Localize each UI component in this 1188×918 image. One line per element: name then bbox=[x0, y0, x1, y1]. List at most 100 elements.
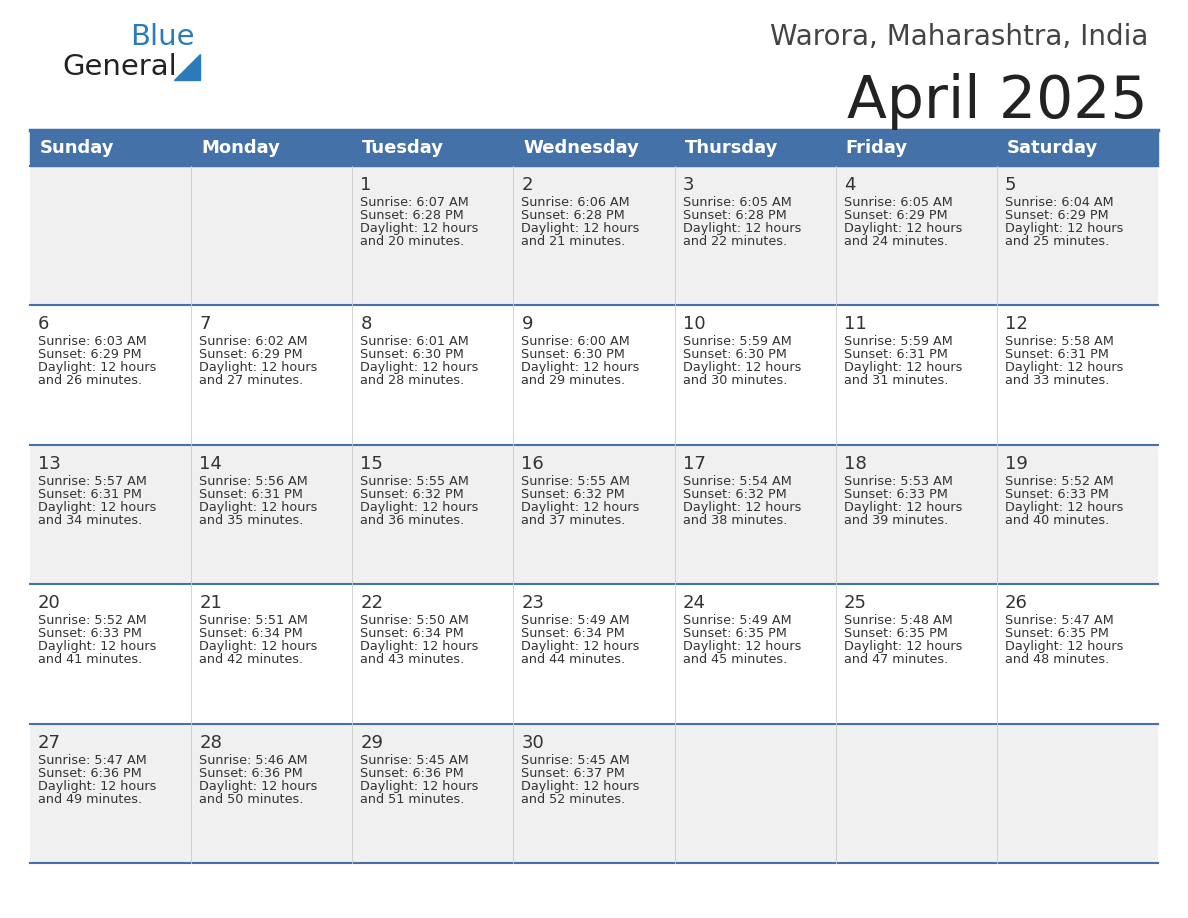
Text: Sunset: 6:34 PM: Sunset: 6:34 PM bbox=[522, 627, 625, 640]
Text: Daylight: 12 hours: Daylight: 12 hours bbox=[522, 501, 640, 514]
Text: and 44 minutes.: and 44 minutes. bbox=[522, 654, 626, 666]
Text: Sunset: 6:28 PM: Sunset: 6:28 PM bbox=[360, 209, 465, 222]
Text: Sunrise: 5:47 AM: Sunrise: 5:47 AM bbox=[1005, 614, 1113, 627]
Text: Warora, Maharashtra, India: Warora, Maharashtra, India bbox=[770, 23, 1148, 51]
Text: April 2025: April 2025 bbox=[847, 73, 1148, 130]
Text: Daylight: 12 hours: Daylight: 12 hours bbox=[1005, 501, 1123, 514]
Text: Daylight: 12 hours: Daylight: 12 hours bbox=[360, 222, 479, 235]
Text: Sunset: 6:31 PM: Sunset: 6:31 PM bbox=[1005, 349, 1108, 362]
Text: 23: 23 bbox=[522, 594, 544, 612]
Text: Sunset: 6:32 PM: Sunset: 6:32 PM bbox=[360, 487, 465, 501]
Bar bbox=[30, 723, 1158, 863]
Text: Sunrise: 6:01 AM: Sunrise: 6:01 AM bbox=[360, 335, 469, 349]
Text: General: General bbox=[62, 53, 177, 81]
Text: and 37 minutes.: and 37 minutes. bbox=[522, 514, 626, 527]
Bar bbox=[30, 584, 1158, 723]
Text: Daylight: 12 hours: Daylight: 12 hours bbox=[200, 779, 317, 792]
Text: and 20 minutes.: and 20 minutes. bbox=[360, 235, 465, 248]
Text: Sunrise: 6:04 AM: Sunrise: 6:04 AM bbox=[1005, 196, 1113, 209]
Text: Sunrise: 5:45 AM: Sunrise: 5:45 AM bbox=[522, 754, 630, 767]
Text: Daylight: 12 hours: Daylight: 12 hours bbox=[522, 362, 640, 375]
Text: 6: 6 bbox=[38, 316, 50, 333]
Text: and 52 minutes.: and 52 minutes. bbox=[522, 792, 626, 806]
Text: and 21 minutes.: and 21 minutes. bbox=[522, 235, 626, 248]
Text: Sunrise: 5:48 AM: Sunrise: 5:48 AM bbox=[843, 614, 953, 627]
Text: Sunrise: 5:51 AM: Sunrise: 5:51 AM bbox=[200, 614, 308, 627]
Text: Daylight: 12 hours: Daylight: 12 hours bbox=[843, 222, 962, 235]
Text: 18: 18 bbox=[843, 454, 866, 473]
Text: Sunset: 6:29 PM: Sunset: 6:29 PM bbox=[843, 209, 947, 222]
Bar bbox=[30, 130, 1158, 166]
Text: 22: 22 bbox=[360, 594, 384, 612]
Text: Daylight: 12 hours: Daylight: 12 hours bbox=[843, 501, 962, 514]
Text: Daylight: 12 hours: Daylight: 12 hours bbox=[38, 640, 157, 654]
Text: Sunset: 6:36 PM: Sunset: 6:36 PM bbox=[360, 767, 465, 779]
Text: and 49 minutes.: and 49 minutes. bbox=[38, 792, 143, 806]
Text: Daylight: 12 hours: Daylight: 12 hours bbox=[683, 222, 801, 235]
Text: Daylight: 12 hours: Daylight: 12 hours bbox=[38, 362, 157, 375]
Text: and 29 minutes.: and 29 minutes. bbox=[522, 375, 626, 387]
Text: Sunset: 6:28 PM: Sunset: 6:28 PM bbox=[522, 209, 625, 222]
Text: Thursday: Thursday bbox=[684, 139, 778, 157]
Text: Sunrise: 6:07 AM: Sunrise: 6:07 AM bbox=[360, 196, 469, 209]
Text: 2: 2 bbox=[522, 176, 533, 194]
Text: 1: 1 bbox=[360, 176, 372, 194]
Text: Daylight: 12 hours: Daylight: 12 hours bbox=[38, 501, 157, 514]
Text: Sunset: 6:29 PM: Sunset: 6:29 PM bbox=[200, 349, 303, 362]
Text: Daylight: 12 hours: Daylight: 12 hours bbox=[683, 501, 801, 514]
Text: Daylight: 12 hours: Daylight: 12 hours bbox=[200, 640, 317, 654]
Text: 9: 9 bbox=[522, 316, 533, 333]
Text: Daylight: 12 hours: Daylight: 12 hours bbox=[683, 362, 801, 375]
Text: Friday: Friday bbox=[846, 139, 908, 157]
Text: Sunrise: 5:52 AM: Sunrise: 5:52 AM bbox=[38, 614, 147, 627]
Text: 17: 17 bbox=[683, 454, 706, 473]
Text: Sunset: 6:32 PM: Sunset: 6:32 PM bbox=[683, 487, 786, 501]
Text: Sunrise: 5:57 AM: Sunrise: 5:57 AM bbox=[38, 475, 147, 487]
Text: 20: 20 bbox=[38, 594, 61, 612]
Text: and 39 minutes.: and 39 minutes. bbox=[843, 514, 948, 527]
Text: 4: 4 bbox=[843, 176, 855, 194]
Text: Tuesday: Tuesday bbox=[362, 139, 444, 157]
Text: Monday: Monday bbox=[201, 139, 280, 157]
Text: Sunset: 6:35 PM: Sunset: 6:35 PM bbox=[1005, 627, 1108, 640]
Text: Sunset: 6:36 PM: Sunset: 6:36 PM bbox=[200, 767, 303, 779]
Text: 16: 16 bbox=[522, 454, 544, 473]
Text: Sunrise: 6:06 AM: Sunrise: 6:06 AM bbox=[522, 196, 630, 209]
Text: Sunrise: 5:55 AM: Sunrise: 5:55 AM bbox=[522, 475, 631, 487]
Text: and 33 minutes.: and 33 minutes. bbox=[1005, 375, 1110, 387]
Text: Sunrise: 5:59 AM: Sunrise: 5:59 AM bbox=[683, 335, 791, 349]
Text: Blue: Blue bbox=[129, 23, 195, 51]
Text: Sunrise: 5:45 AM: Sunrise: 5:45 AM bbox=[360, 754, 469, 767]
Text: Daylight: 12 hours: Daylight: 12 hours bbox=[843, 362, 962, 375]
Text: Sunset: 6:35 PM: Sunset: 6:35 PM bbox=[843, 627, 948, 640]
Text: and 40 minutes.: and 40 minutes. bbox=[1005, 514, 1110, 527]
Text: and 27 minutes.: and 27 minutes. bbox=[200, 375, 303, 387]
Text: Sunrise: 5:56 AM: Sunrise: 5:56 AM bbox=[200, 475, 308, 487]
Text: Sunset: 6:31 PM: Sunset: 6:31 PM bbox=[38, 487, 141, 501]
Text: Daylight: 12 hours: Daylight: 12 hours bbox=[1005, 222, 1123, 235]
Text: Daylight: 12 hours: Daylight: 12 hours bbox=[522, 222, 640, 235]
Text: Sunrise: 6:05 AM: Sunrise: 6:05 AM bbox=[843, 196, 953, 209]
Text: and 30 minutes.: and 30 minutes. bbox=[683, 375, 786, 387]
Text: and 50 minutes.: and 50 minutes. bbox=[200, 792, 303, 806]
Text: Daylight: 12 hours: Daylight: 12 hours bbox=[522, 640, 640, 654]
Bar bbox=[30, 445, 1158, 584]
Text: Sunrise: 5:49 AM: Sunrise: 5:49 AM bbox=[683, 614, 791, 627]
Text: Sunset: 6:28 PM: Sunset: 6:28 PM bbox=[683, 209, 786, 222]
Text: Sunset: 6:35 PM: Sunset: 6:35 PM bbox=[683, 627, 786, 640]
Text: and 47 minutes.: and 47 minutes. bbox=[843, 654, 948, 666]
Text: 11: 11 bbox=[843, 316, 866, 333]
Text: Daylight: 12 hours: Daylight: 12 hours bbox=[843, 640, 962, 654]
Text: Sunday: Sunday bbox=[40, 139, 114, 157]
Text: 25: 25 bbox=[843, 594, 867, 612]
Text: Sunrise: 5:54 AM: Sunrise: 5:54 AM bbox=[683, 475, 791, 487]
Text: and 31 minutes.: and 31 minutes. bbox=[843, 375, 948, 387]
Text: Sunset: 6:33 PM: Sunset: 6:33 PM bbox=[1005, 487, 1108, 501]
Text: 10: 10 bbox=[683, 316, 706, 333]
Text: and 24 minutes.: and 24 minutes. bbox=[843, 235, 948, 248]
Text: and 25 minutes.: and 25 minutes. bbox=[1005, 235, 1110, 248]
Text: 27: 27 bbox=[38, 733, 61, 752]
Text: Daylight: 12 hours: Daylight: 12 hours bbox=[360, 501, 479, 514]
Text: Sunset: 6:29 PM: Sunset: 6:29 PM bbox=[38, 349, 141, 362]
Text: Daylight: 12 hours: Daylight: 12 hours bbox=[360, 779, 479, 792]
